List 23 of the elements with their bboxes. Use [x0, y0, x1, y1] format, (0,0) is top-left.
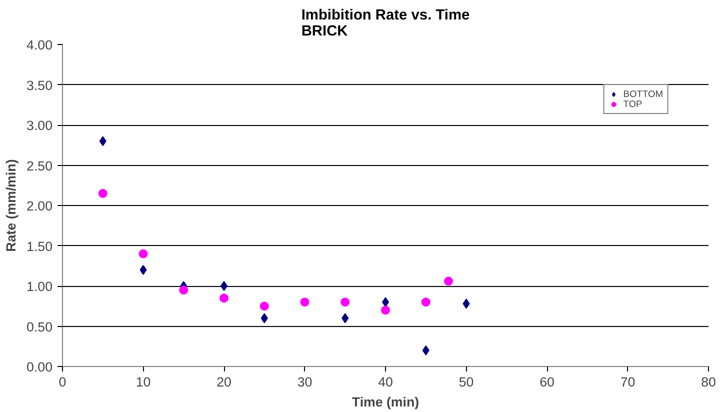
y-tick-label: 0.50: [26, 319, 53, 334]
y-tick-label: 2.50: [26, 158, 53, 174]
y-axis-title: Rate (mm/min): [4, 159, 19, 252]
y-tick-label: 1.50: [26, 238, 53, 254]
x-axis-title: Time (min): [352, 394, 420, 410]
y-tick-label: 1.00: [26, 279, 53, 294]
x-tick-label: 40: [378, 374, 393, 390]
y-tick-label: 3.50: [26, 78, 53, 93]
y-tick-label: 4.00: [26, 38, 53, 52]
y-tick-label: 3.00: [26, 118, 53, 133]
y-tick-label: 0.00: [26, 360, 53, 374]
x-tick-label: 10: [136, 374, 151, 390]
x-tick-label: 60: [540, 374, 554, 390]
x-tick-label: 70: [620, 374, 636, 390]
legend-label: BOTTOM: [623, 89, 663, 99]
x-tick-label: 30: [297, 374, 312, 390]
x-tick-label: 80: [701, 374, 716, 390]
y-tick-label: 2.00: [26, 198, 53, 214]
x-tick-label: 0: [58, 374, 66, 390]
x-tick-label: 20: [216, 374, 232, 390]
x-tick-label: 50: [458, 374, 474, 390]
chart-title: Imbibition Rate vs. Time BRICK: [301, 8, 470, 40]
legend-label: TOP: [623, 99, 644, 109]
